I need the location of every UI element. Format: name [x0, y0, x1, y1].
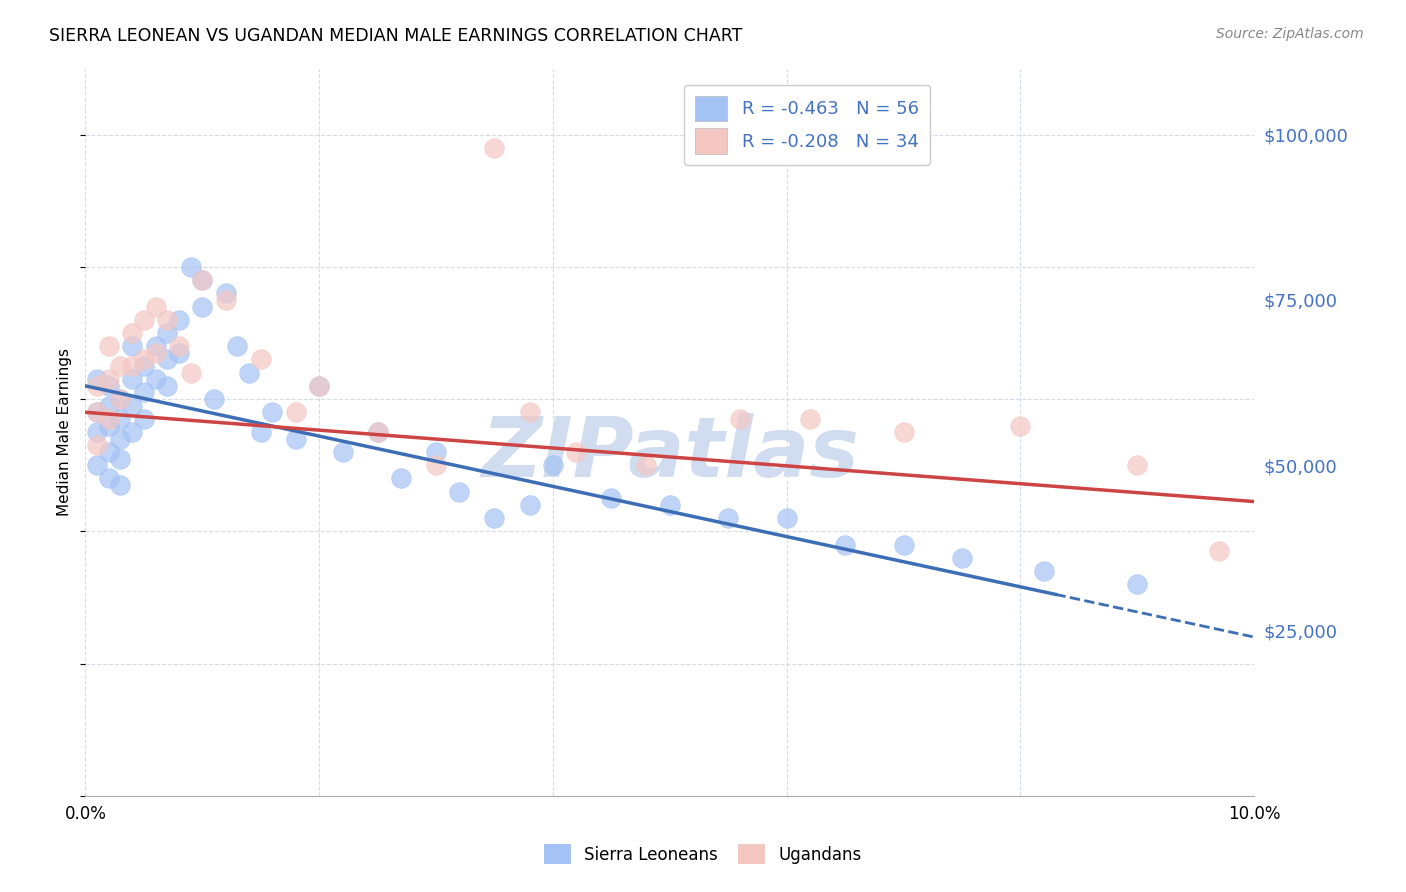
Point: [799, 412, 821, 426]
Point: [308, 379, 330, 393]
Point: [97, 445, 120, 459]
Point: [332, 445, 354, 459]
Point: [191, 273, 214, 287]
Point: [950, 550, 973, 565]
Point: [97, 412, 120, 426]
Point: [145, 339, 167, 353]
Point: [97, 399, 120, 413]
Point: [86, 458, 108, 473]
Point: [86, 405, 108, 419]
Point: [121, 326, 143, 340]
Point: [86, 405, 108, 419]
Point: [893, 425, 915, 439]
Text: ZIPatlas: ZIPatlas: [481, 414, 859, 494]
Point: [308, 379, 330, 393]
Point: [367, 425, 389, 439]
Point: [132, 359, 155, 373]
Point: [145, 300, 167, 314]
Point: [226, 339, 249, 353]
Point: [121, 372, 143, 386]
Point: [519, 405, 541, 419]
Point: [121, 339, 143, 353]
Y-axis label: Median Male Earnings: Median Male Earnings: [58, 348, 72, 516]
Point: [110, 359, 132, 373]
Point: [202, 392, 225, 406]
Point: [132, 312, 155, 326]
Point: [121, 399, 143, 413]
Point: [1010, 418, 1032, 433]
Point: [600, 491, 623, 506]
Point: [167, 312, 190, 326]
Point: [1126, 458, 1149, 473]
Point: [484, 141, 506, 155]
Point: [97, 471, 120, 485]
Point: [367, 425, 389, 439]
Point: [180, 366, 202, 380]
Point: [1032, 564, 1054, 578]
Point: [519, 498, 541, 512]
Point: [484, 511, 506, 525]
Point: [132, 352, 155, 367]
Point: [717, 511, 740, 525]
Point: [249, 352, 271, 367]
Legend: R = -0.463   N = 56, R = -0.208   N = 34: R = -0.463 N = 56, R = -0.208 N = 34: [683, 85, 929, 165]
Point: [145, 346, 167, 360]
Point: [110, 451, 132, 466]
Point: [389, 471, 412, 485]
Point: [97, 372, 120, 386]
Point: [110, 392, 132, 406]
Point: [86, 372, 108, 386]
Point: [658, 498, 681, 512]
Point: [121, 425, 143, 439]
Point: [132, 412, 155, 426]
Point: [776, 511, 799, 525]
Point: [214, 293, 236, 307]
Point: [167, 339, 190, 353]
Text: SIERRA LEONEAN VS UGANDAN MEDIAN MALE EARNINGS CORRELATION CHART: SIERRA LEONEAN VS UGANDAN MEDIAN MALE EA…: [49, 27, 742, 45]
Point: [1126, 577, 1149, 591]
Point: [636, 458, 658, 473]
Point: [834, 537, 856, 551]
Point: [86, 438, 108, 452]
Point: [110, 432, 132, 446]
Point: [565, 445, 588, 459]
Point: [1208, 544, 1230, 558]
Point: [156, 379, 179, 393]
Point: [284, 432, 307, 446]
Point: [893, 537, 915, 551]
Point: [214, 286, 236, 301]
Point: [156, 352, 179, 367]
Point: [86, 379, 108, 393]
Point: [262, 405, 284, 419]
Text: Source: ZipAtlas.com: Source: ZipAtlas.com: [1216, 27, 1364, 41]
Point: [110, 478, 132, 492]
Point: [132, 385, 155, 400]
Point: [425, 458, 447, 473]
Point: [110, 412, 132, 426]
Point: [110, 392, 132, 406]
Point: [86, 425, 108, 439]
Point: [284, 405, 307, 419]
Point: [425, 445, 447, 459]
Point: [97, 339, 120, 353]
Point: [249, 425, 271, 439]
Point: [191, 300, 214, 314]
Point: [167, 346, 190, 360]
Point: [728, 412, 751, 426]
Point: [97, 418, 120, 433]
Point: [145, 372, 167, 386]
Point: [449, 484, 471, 499]
Point: [121, 359, 143, 373]
Point: [191, 273, 214, 287]
Point: [156, 326, 179, 340]
Point: [97, 379, 120, 393]
Point: [180, 260, 202, 274]
Point: [238, 366, 260, 380]
Point: [156, 312, 179, 326]
Point: [541, 458, 564, 473]
Legend: Sierra Leoneans, Ugandans: Sierra Leoneans, Ugandans: [538, 838, 868, 871]
